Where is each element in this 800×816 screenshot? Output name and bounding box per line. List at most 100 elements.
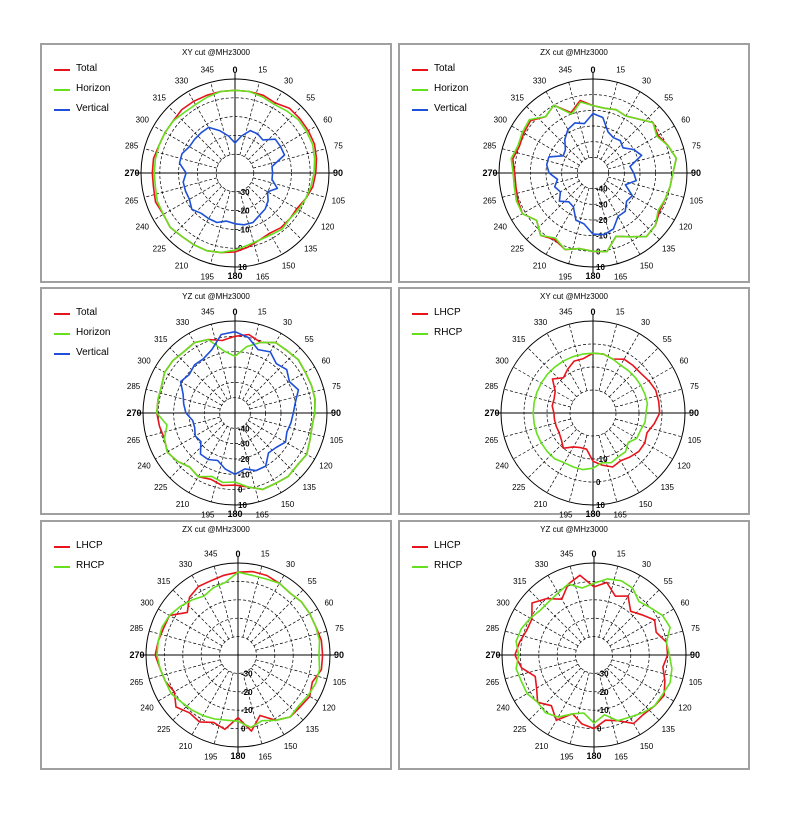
angle-tick-label: 285	[130, 624, 144, 633]
grid-spoke	[210, 427, 232, 502]
grid-spoke	[514, 608, 579, 647]
angle-tick-label: 285	[125, 141, 139, 150]
grid-spoke	[612, 366, 673, 402]
grid-spoke	[569, 566, 590, 638]
grid-spoke	[604, 432, 640, 493]
grid-spoke	[191, 670, 230, 735]
grid-spoke	[546, 432, 582, 493]
legend-label: Horizon	[434, 83, 469, 94]
angle-tick-label: 30	[642, 76, 651, 85]
grid-spoke	[188, 333, 228, 400]
polar-plot: 0 15 30 55 60 75 90 105 120 135 150 165 180 195 210 225…	[126, 307, 344, 519]
grid-spoke	[528, 589, 582, 643]
grid-spoke	[609, 347, 659, 397]
grid-spoke	[245, 347, 301, 403]
angle-tick-label: 30	[286, 560, 295, 569]
grid-spoke	[253, 608, 318, 647]
angle-tick-label: 15	[616, 66, 625, 75]
angle-tick-label: 165	[255, 510, 269, 519]
angle-tick-label: 120	[679, 223, 693, 232]
chart-title: YZ cut @MHz3000	[182, 292, 250, 301]
angle-tick-label: 30	[641, 318, 650, 327]
legend-swatch	[54, 333, 70, 335]
angle-tick-label: 180	[230, 751, 245, 761]
angle-tick-label: 55	[663, 335, 672, 344]
grid-spoke	[251, 182, 317, 221]
angle-tick-label: 265	[485, 436, 499, 445]
legend-swatch	[412, 566, 428, 568]
grid-spoke	[526, 106, 583, 163]
angle-tick-label: 265	[483, 197, 497, 206]
ring-tick-label: -10	[597, 706, 609, 715]
angle-tick-label: 330	[533, 76, 547, 85]
grid-spoke	[158, 663, 223, 702]
grid-spoke	[545, 91, 586, 160]
angle-tick-label: 225	[511, 245, 525, 254]
angle-tick-label: 0	[232, 65, 237, 75]
legend-label: RHCP	[434, 327, 463, 338]
angle-tick-label: 90	[689, 408, 699, 418]
grid-spoke	[505, 659, 577, 680]
angle-tick-label: 105	[690, 197, 704, 206]
angle-tick-label: 240	[494, 223, 508, 232]
grid-spoke	[250, 589, 304, 643]
ring-tick-label: -40	[238, 424, 250, 433]
angle-tick-label: 75	[692, 141, 701, 150]
grid-spoke	[153, 182, 219, 221]
chart-title: ZX cut @MHz3000	[540, 48, 608, 57]
legend-swatch	[54, 546, 70, 548]
series-line-horizon	[156, 338, 316, 491]
grid-spoke	[239, 191, 260, 264]
grid-spoke	[248, 420, 315, 460]
grid-spoke	[608, 176, 684, 198]
angle-tick-label: 345	[559, 308, 573, 317]
angle-tick-label: 285	[486, 624, 500, 633]
chart-panel-xy-cp: XY cut @MHz3000 LHCP RHCP 0 15 30 55 60 75 90 1…	[398, 287, 750, 519]
angle-tick-label: 345	[559, 66, 573, 75]
grid-spoke	[242, 333, 282, 400]
angle-tick-label: 120	[322, 704, 336, 713]
angle-tick-label: 345	[201, 308, 215, 317]
angle-tick-label: 90	[333, 168, 343, 178]
legend-label: Vertical	[76, 103, 109, 114]
angle-tick-label: 225	[512, 483, 526, 492]
angle-tick-label: 240	[140, 704, 154, 713]
angle-tick-label: 265	[130, 678, 144, 687]
angle-tick-label: 15	[258, 308, 267, 317]
angle-tick-label: 165	[258, 752, 272, 761]
angle-tick-label: 195	[560, 752, 574, 761]
angle-tick-label: 300	[494, 116, 508, 125]
ring-tick-label: -10	[596, 232, 608, 241]
grid-spoke	[602, 575, 641, 640]
angle-tick-label: 135	[662, 245, 676, 254]
angle-tick-label: 270	[482, 168, 497, 178]
chart-panel-zx-cp: ZX cut @MHz3000 LHCP RHCP 0 15 30 55 60 75 90 1…	[40, 520, 392, 770]
angle-tick-label: 165	[613, 510, 627, 519]
grid-spoke	[606, 125, 675, 166]
angle-tick-label: 180	[585, 271, 600, 281]
grid-spoke	[191, 575, 230, 640]
series-line-lhcp	[514, 574, 669, 730]
angle-tick-label: 210	[533, 262, 547, 271]
ring-tick-label: 0	[597, 725, 602, 734]
legend-swatch	[412, 69, 428, 71]
angle-tick-label: 105	[689, 678, 703, 687]
angle-tick-label: 285	[485, 382, 499, 391]
grid-spoke	[244, 91, 283, 157]
grid-spoke	[169, 347, 225, 403]
grid-spoke	[253, 663, 318, 702]
grid-spoke	[606, 667, 660, 721]
angle-tick-label: 60	[680, 599, 689, 608]
series-line-lhcp	[551, 352, 661, 468]
ring-tick-label: -30	[238, 188, 250, 197]
angle-tick-label: 225	[513, 725, 527, 734]
angle-tick-label: 240	[136, 223, 150, 232]
angle-tick-label: 105	[330, 436, 344, 445]
grid-spoke	[603, 183, 660, 240]
angle-tick-label: 30	[283, 318, 292, 327]
angle-tick-label: 315	[153, 93, 167, 102]
grid-spoke	[527, 347, 577, 397]
grid-spoke	[528, 667, 582, 721]
angle-tick-label: 30	[284, 76, 293, 85]
angle-tick-label: 265	[127, 436, 141, 445]
